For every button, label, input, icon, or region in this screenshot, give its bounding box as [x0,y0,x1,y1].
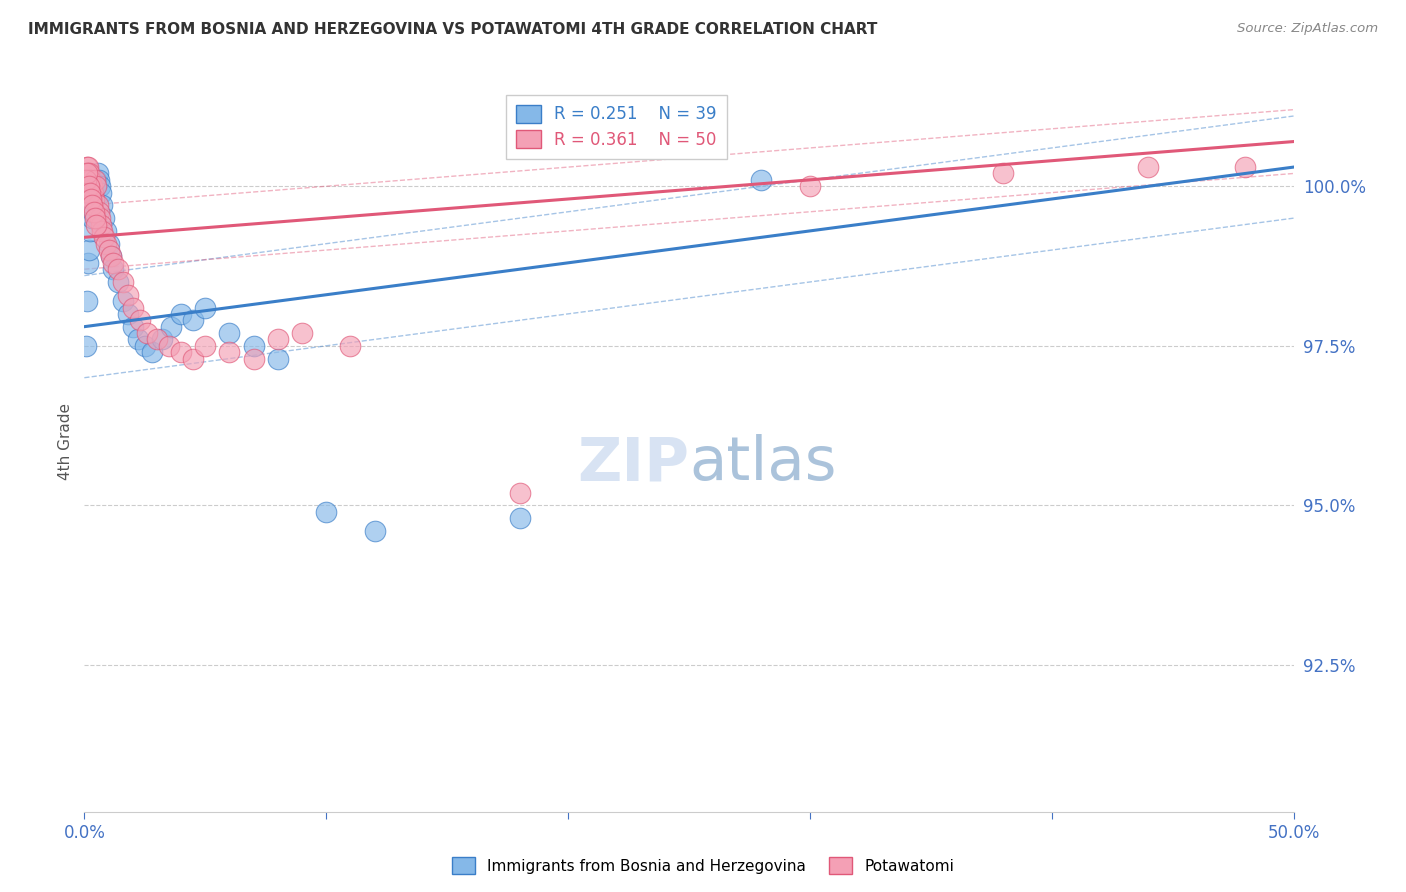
Point [242,339,264,353]
Point [141,345,163,359]
Point [80,179,103,194]
Point [218,345,240,359]
Point [90,186,112,200]
Point [117,307,139,321]
Point [136,326,159,340]
Point [89,211,111,226]
Point [107,262,129,277]
Point [97,236,120,251]
Point [75,339,97,353]
Point [77,256,100,270]
Point [91,198,114,212]
Point [76,294,98,309]
Point [86,198,108,212]
Point [94,236,117,251]
Point [146,333,169,347]
Point [77,179,100,194]
Point [218,326,240,340]
Point [83,211,105,226]
Point [86,166,108,180]
Point [160,319,183,334]
Point [83,204,105,219]
Point [97,243,120,257]
Point [103,262,125,277]
Point [87,173,110,187]
Point [77,243,100,257]
Point [129,313,152,327]
Point [194,339,217,353]
Point [1234,160,1257,174]
Point [87,204,110,219]
Point [112,275,135,289]
Point [89,179,111,194]
Point [75,173,97,187]
Point [90,218,112,232]
Point [112,294,135,309]
Point [94,224,117,238]
Point [84,218,107,232]
Point [267,333,290,347]
Point [134,339,156,353]
Point [79,186,101,200]
Point [799,179,821,194]
Point [103,256,125,270]
Text: ZIP: ZIP [576,434,689,493]
Point [80,211,103,226]
Point [170,345,193,359]
Point [77,160,100,174]
Point [93,230,115,244]
Point [339,339,361,353]
Point [83,192,105,206]
Point [117,287,139,301]
Point [242,351,264,366]
Point [79,173,101,187]
Point [82,198,104,212]
Point [77,166,100,180]
Point [82,204,104,219]
Point [80,192,103,206]
Point [170,307,193,321]
Point [315,505,337,519]
Point [83,192,105,206]
Point [291,326,314,340]
Point [86,179,108,194]
Legend: R = 0.251    N = 39, R = 0.361    N = 50: R = 0.251 N = 39, R = 0.361 N = 50 [506,95,727,159]
Point [107,275,129,289]
Point [363,524,385,538]
Point [181,313,204,327]
Point [194,301,217,315]
Point [1137,160,1160,174]
Point [100,249,122,263]
Point [127,333,149,347]
Point [509,511,531,525]
Point [82,186,104,200]
Y-axis label: 4th Grade: 4th Grade [58,403,73,480]
Point [751,173,773,187]
Point [181,351,204,366]
Point [91,224,114,238]
Point [157,339,180,353]
Point [86,173,108,187]
Point [76,166,98,180]
Point [993,166,1015,180]
Point [93,211,115,226]
Point [84,179,107,194]
Point [121,301,143,315]
Legend: Immigrants from Bosnia and Herzegovina, Potawatomi: Immigrants from Bosnia and Herzegovina, … [446,851,960,880]
Point [100,249,122,263]
Point [267,351,290,366]
Point [75,166,97,180]
Text: Source: ZipAtlas.com: Source: ZipAtlas.com [1237,22,1378,36]
Point [509,485,531,500]
Text: atlas: atlas [689,434,837,493]
Point [150,333,173,347]
Point [84,173,107,187]
Point [121,319,143,334]
Text: IMMIGRANTS FROM BOSNIA AND HERZEGOVINA VS POTAWATOMI 4TH GRADE CORRELATION CHART: IMMIGRANTS FROM BOSNIA AND HERZEGOVINA V… [28,22,877,37]
Point [76,160,98,174]
Point [79,224,101,238]
